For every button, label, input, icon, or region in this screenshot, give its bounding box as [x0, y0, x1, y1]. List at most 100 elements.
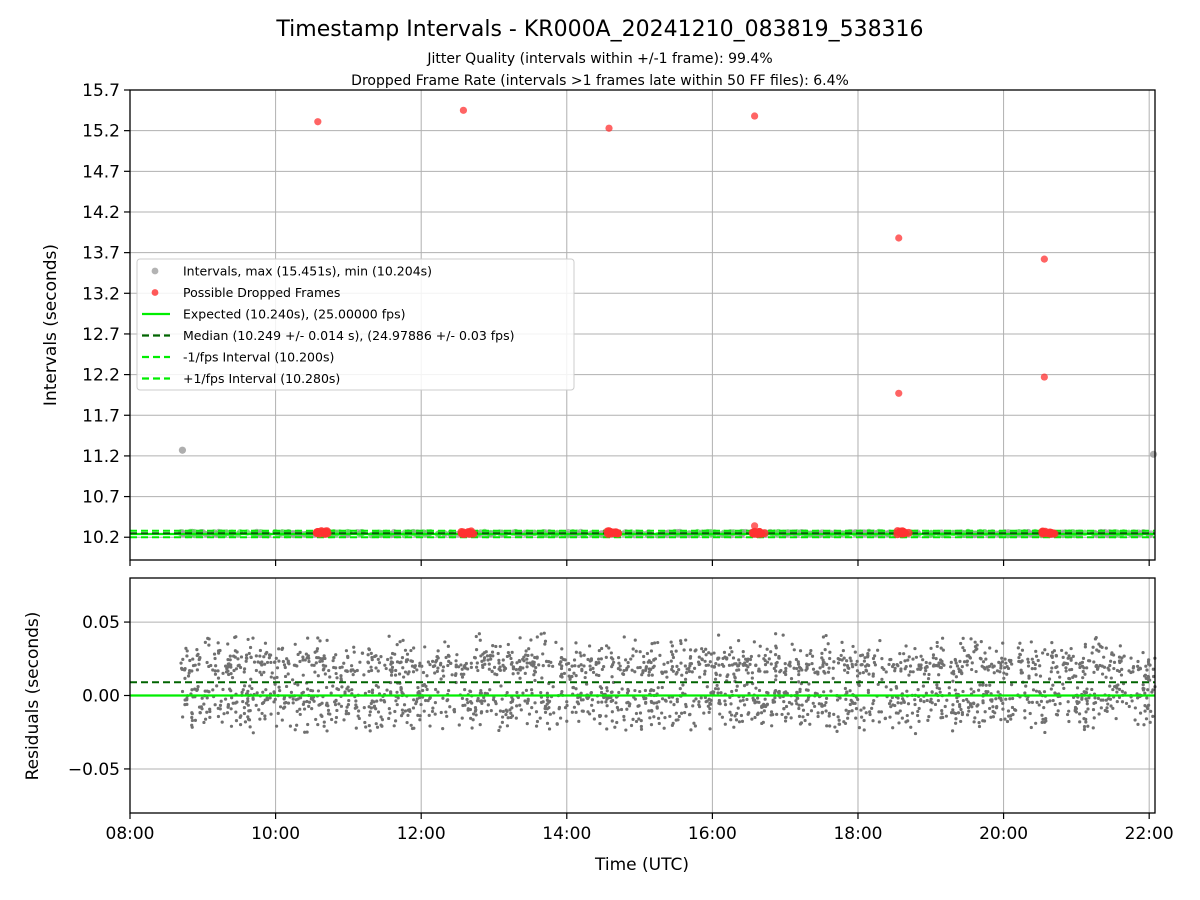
residual-point [333, 703, 338, 707]
residual-point [965, 697, 969, 702]
residual-point [498, 709, 503, 713]
residual-point [871, 674, 875, 678]
residual-point [262, 670, 266, 674]
residual-point [557, 705, 562, 710]
residual-point [298, 696, 303, 700]
residual-point [452, 707, 456, 712]
residual-point [216, 641, 220, 645]
intervals-y-tick-label: 12.2 [82, 366, 120, 386]
residual-point [994, 697, 998, 701]
residual-point [242, 684, 247, 688]
residual-point [980, 664, 984, 668]
residual-point [301, 673, 305, 677]
residual-point [1002, 671, 1006, 675]
residual-point [367, 648, 371, 652]
residual-point [229, 724, 234, 728]
residual-point [853, 650, 857, 654]
residual-point [864, 711, 868, 715]
residual-point [871, 702, 875, 706]
residual-point [961, 646, 965, 650]
residual-point [784, 704, 789, 709]
residual-point [418, 695, 422, 700]
residual-point [858, 654, 863, 658]
residual-point [697, 700, 701, 704]
residual-point [291, 701, 295, 705]
dropped-frame-point [895, 234, 903, 242]
residual-point [346, 654, 350, 658]
residual-point [491, 698, 496, 702]
residual-point [1090, 651, 1094, 655]
residual-point [851, 701, 855, 705]
residual-point [1093, 700, 1098, 705]
residual-point [1062, 686, 1066, 690]
residual-point [822, 690, 826, 694]
residual-point [406, 672, 410, 676]
residual-point [303, 730, 307, 734]
residual-point [579, 654, 583, 658]
residual-point [242, 670, 246, 674]
residual-point [1138, 711, 1143, 715]
residual-point [605, 704, 609, 708]
residual-point [188, 669, 192, 673]
residual-point [828, 656, 832, 661]
residual-point [798, 687, 802, 691]
residual-point [240, 690, 244, 694]
residual-point [599, 686, 604, 690]
residual-point [877, 720, 881, 724]
residual-point [379, 655, 383, 659]
residual-point [959, 641, 963, 646]
residual-point [310, 707, 314, 711]
residual-point [843, 721, 848, 726]
residual-point [804, 662, 809, 666]
residual-point [335, 676, 339, 680]
residual-point [409, 723, 413, 727]
residual-point [475, 699, 480, 703]
residual-point [222, 712, 226, 716]
residual-point [441, 696, 445, 700]
residual-point [594, 662, 598, 667]
residual-point [823, 703, 827, 707]
residual-point [712, 651, 716, 655]
residual-point [1123, 691, 1127, 695]
residual-point [1051, 683, 1055, 687]
residual-point [679, 661, 683, 665]
residual-point [890, 695, 894, 700]
residual-point [366, 660, 370, 664]
residual-point [568, 677, 572, 681]
residual-point [625, 707, 629, 711]
residual-point [272, 676, 277, 680]
residual-point [690, 670, 694, 674]
residual-point [559, 666, 564, 671]
residual-point [697, 655, 701, 659]
residual-point [236, 657, 240, 661]
residual-point [961, 689, 965, 694]
residual-point [447, 654, 451, 658]
residual-point [251, 696, 255, 700]
dropped-frame-point [459, 528, 468, 537]
residual-point [660, 711, 664, 715]
residual-point [251, 636, 255, 640]
residual-point [197, 662, 201, 666]
residual-point [400, 708, 404, 712]
residual-point [723, 655, 727, 659]
residual-point [258, 670, 262, 674]
residual-point [216, 714, 221, 719]
residual-point [878, 638, 882, 643]
residual-point [590, 698, 595, 702]
residual-point [607, 696, 611, 700]
residual-point [188, 658, 192, 663]
residual-point [1120, 689, 1124, 693]
residual-point [401, 666, 405, 670]
residuals-ticks: 08:00 10:00 12:00 14:00 16:00 18:00 20:00 22:00… [68, 613, 1174, 844]
residual-point [999, 666, 1003, 670]
residual-point [526, 697, 530, 701]
residual-point [1043, 648, 1047, 652]
residual-point [953, 658, 958, 662]
residual-point [610, 675, 614, 679]
residual-point [811, 667, 816, 671]
residual-point [332, 656, 336, 660]
residual-point [1071, 695, 1076, 700]
residual-point [935, 644, 939, 649]
residual-point [633, 638, 637, 642]
residual-point [847, 709, 851, 714]
